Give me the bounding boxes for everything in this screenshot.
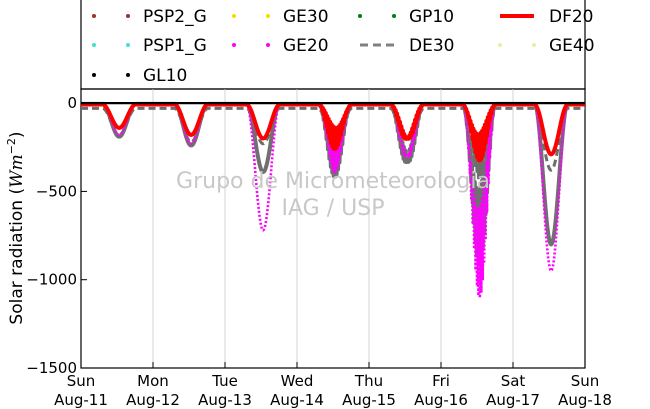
y-axis: 0 −500 −1000 −1500	[26, 94, 87, 377]
legend-item-ge20: GE20	[232, 36, 329, 56]
legend-label: DF20	[549, 7, 594, 27]
legend-label: PSP2_G	[143, 7, 207, 27]
legend-swatch-dot	[126, 43, 130, 47]
legend-swatch-dot	[232, 43, 236, 47]
y-axis-label: Solar radiation (Wm−2)	[5, 131, 27, 324]
legend: PSP2_G GE30 GP10 DF20 PSP1_G GE20 DE30 GE40 GL10	[92, 7, 595, 86]
watermark-line: IAG / USP	[282, 196, 385, 221]
legend-swatch-dot	[92, 73, 96, 77]
legend-item-gl10: GL10	[92, 66, 187, 86]
grid	[152, 89, 514, 368]
legend-swatch-dot	[232, 14, 236, 18]
x-tick-date: Aug-17	[486, 391, 540, 409]
legend-label: GE30	[283, 7, 329, 27]
legend-swatch-dot	[92, 43, 96, 47]
legend-item-df20: DF20	[500, 7, 594, 27]
y-axis-label-unit: Wm	[7, 154, 27, 188]
x-tick-date: Aug-13	[198, 391, 252, 409]
watermark-line: Grupo de Micrometeorologia	[176, 169, 490, 194]
legend-label: GL10	[143, 66, 187, 86]
x-tick-day: Sat	[501, 372, 526, 390]
legend-swatch-dot	[266, 14, 270, 18]
legend-item-ge30: GE30	[232, 7, 329, 27]
y-tick-label: −1000	[26, 271, 77, 289]
x-tick-day: Wed	[281, 372, 314, 390]
x-tick-day: Sun	[67, 372, 96, 390]
x-tick-day: Sun	[571, 372, 600, 390]
legend-item-psp1_g: PSP1_G	[92, 36, 207, 56]
y-axis-label-text: Solar radiation (	[7, 188, 27, 325]
legend-item-gp10: GP10	[358, 7, 454, 27]
legend-swatch-dot	[266, 43, 270, 47]
legend-label: DE30	[409, 36, 454, 56]
y-tick-label: 0	[67, 94, 77, 112]
legend-swatch-dot	[532, 43, 536, 47]
x-tick-day: Thu	[354, 372, 383, 390]
legend-frame	[80, 0, 586, 90]
legend-label: GE40	[549, 36, 595, 56]
x-tick-day: Tue	[211, 372, 238, 390]
x-tick-date: Aug-14	[270, 391, 324, 409]
legend-swatch-dot	[358, 14, 362, 18]
legend-item-psp2_g: PSP2_G	[92, 7, 207, 27]
x-tick-date: Aug-15	[342, 391, 396, 409]
x-axis: SunAug-11MonAug-12TueAug-13WedAug-14ThuA…	[54, 362, 612, 409]
y-axis-label-exp: −2	[5, 138, 18, 154]
y-axis-label-close: )	[7, 131, 27, 138]
y-tick-label: −1500	[26, 359, 77, 377]
legend-swatch-dot	[126, 73, 130, 77]
legend-swatch-dot	[392, 14, 396, 18]
legend-label: GP10	[409, 7, 454, 27]
legend-label: GE20	[283, 36, 329, 56]
legend-swatch-dot	[92, 14, 96, 18]
legend-item-de30: DE30	[360, 36, 454, 56]
legend-label: PSP1_G	[143, 36, 207, 56]
legend-item-ge40: GE40	[498, 36, 595, 56]
x-tick-date: Aug-16	[414, 391, 468, 409]
x-tick-day: Fri	[432, 372, 450, 390]
x-tick-date: Aug-11	[54, 391, 108, 409]
x-tick-day: Mon	[137, 372, 169, 390]
legend-swatch-dot	[498, 43, 502, 47]
x-tick-date: Aug-12	[126, 391, 180, 409]
y-tick-label: −500	[36, 182, 77, 200]
x-tick-date: Aug-18	[558, 391, 612, 409]
series-df20	[79, 102, 587, 163]
legend-swatch-dot	[126, 14, 130, 18]
